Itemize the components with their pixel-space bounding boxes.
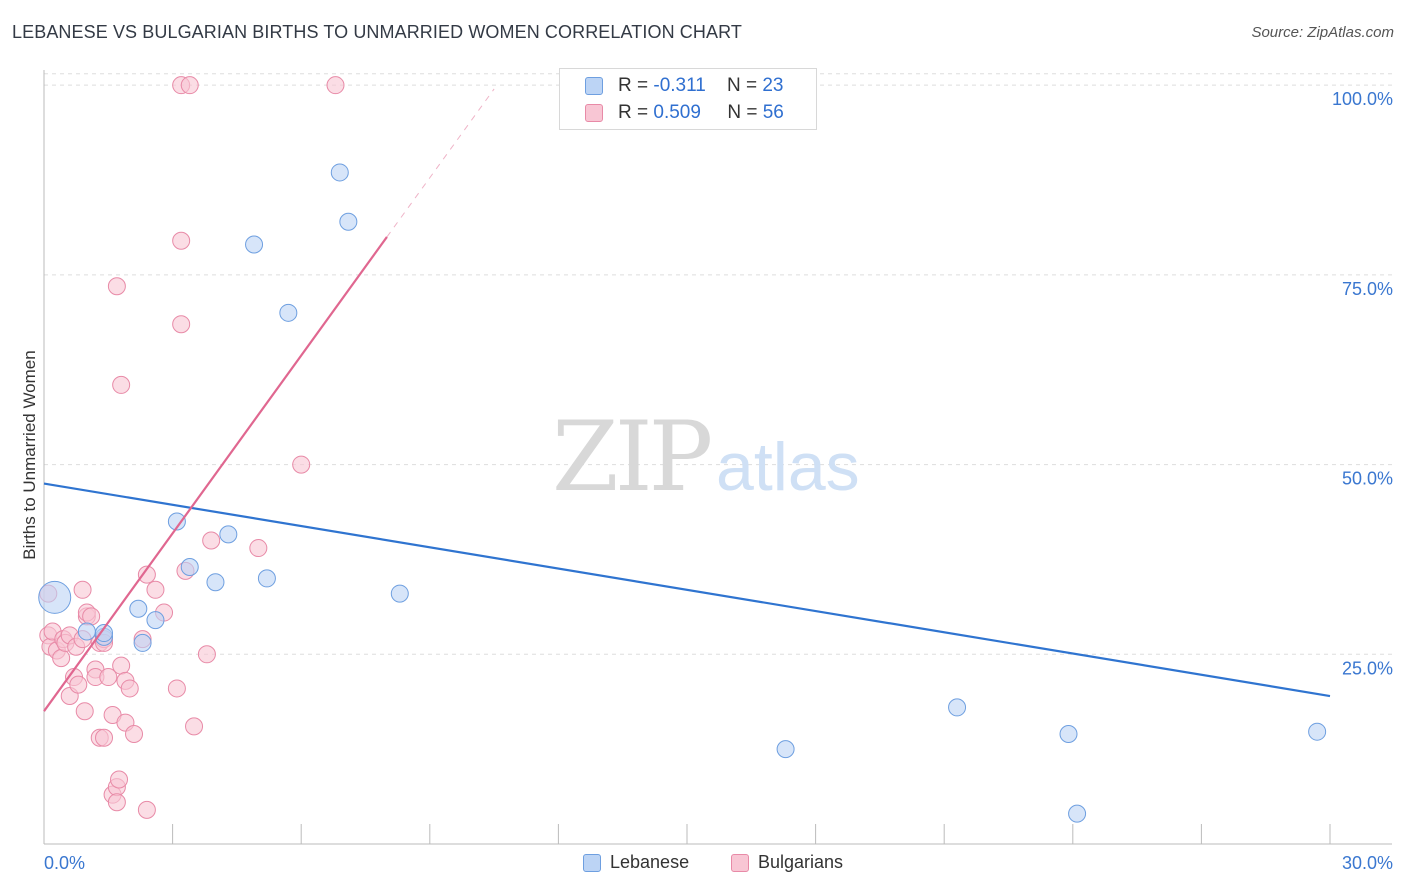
legend-n-label: N =	[726, 75, 763, 96]
point-bulgarian	[69, 675, 88, 694]
point-bulgarian	[52, 649, 71, 668]
trend-line-lebanese	[43, 482, 1331, 698]
point-bulgarian	[146, 580, 165, 599]
point-lebanese	[776, 740, 795, 759]
point-bulgarian	[75, 702, 94, 721]
point-bulgarian	[95, 728, 114, 747]
watermark-zip: ZIP	[552, 401, 711, 513]
point-lebanese	[146, 611, 165, 630]
point-bulgarian	[167, 679, 186, 698]
point-bulgarian	[110, 770, 129, 789]
legend-swatch-lebanese	[585, 77, 603, 95]
y-tick-label: 25.0%	[1342, 658, 1393, 678]
point-bulgarian	[197, 645, 216, 664]
point-lebanese	[95, 624, 114, 643]
point-lebanese	[77, 622, 96, 641]
point-bulgarian	[137, 565, 156, 584]
y-tick-label: 75.0%	[1342, 279, 1393, 299]
y-tick-label: 100.0%	[1332, 89, 1393, 109]
series-name-bulgarians: Bulgarians	[758, 852, 844, 872]
point-lebanese	[245, 235, 264, 254]
point-bulgarian	[202, 531, 221, 550]
point-lebanese	[180, 558, 199, 577]
series-legend-lebanese[interactable]: Lebanese	[583, 852, 689, 873]
point-lebanese	[219, 525, 238, 544]
legend-r-label: R =	[618, 102, 654, 123]
legend-n-value-lebanese: 23	[762, 75, 784, 96]
point-lebanese	[390, 584, 409, 603]
point-lebanese	[167, 512, 186, 531]
series-legend: Lebanese Bulgarians	[0, 852, 1406, 876]
legend-swatch-lebanese	[583, 853, 601, 872]
point-bulgarian	[249, 539, 268, 558]
series-legend-bulgarians[interactable]: Bulgarians	[731, 852, 843, 873]
point-bulgarian	[112, 375, 131, 394]
point-lebanese	[279, 303, 298, 322]
trend-line-bulgarians-extension	[386, 88, 495, 238]
point-bulgarian	[120, 679, 139, 698]
series-name-lebanese: Lebanese	[610, 852, 690, 872]
correlation-legend: R = -0.311 N = 23 R = 0.509 N = 56	[559, 68, 817, 130]
point-bulgarian	[125, 724, 144, 743]
trend-line-bulgarians	[43, 236, 388, 712]
point-bulgarian	[185, 717, 204, 736]
watermark-atlas: atlas	[716, 429, 860, 505]
point-bulgarian	[172, 231, 191, 250]
point-lebanese	[38, 580, 72, 614]
point-lebanese	[948, 698, 967, 717]
point-bulgarian	[73, 580, 92, 599]
legend-n-label: N =	[727, 102, 763, 123]
point-bulgarian	[326, 76, 345, 95]
legend-r-value-bulgarians: 0.509	[653, 102, 701, 123]
point-lebanese	[129, 599, 148, 618]
legend-r-label: R =	[618, 75, 654, 96]
point-bulgarian	[112, 656, 131, 675]
point-lebanese	[257, 569, 276, 588]
chart-title: LEBANESE VS BULGARIAN BIRTHS TO UNMARRIE…	[12, 22, 742, 42]
point-bulgarian	[180, 76, 199, 95]
point-bulgarian	[107, 277, 126, 296]
y-tick-label: 50.0%	[1342, 469, 1393, 489]
point-bulgarian	[107, 793, 126, 812]
x-tick-label-min: 0.0%	[44, 853, 85, 873]
legend-swatch-bulgarians	[731, 853, 749, 872]
point-bulgarian	[99, 668, 118, 687]
source-credit: Source: ZipAtlas.com	[1251, 24, 1394, 41]
point-lebanese	[1308, 722, 1327, 741]
point-bulgarian	[292, 455, 311, 474]
point-lebanese	[133, 633, 152, 652]
x-tick-label-max: 30.0%	[1342, 853, 1393, 873]
point-lebanese	[1068, 804, 1087, 823]
point-bulgarian	[172, 315, 191, 334]
point-lebanese	[1059, 724, 1078, 743]
point-lebanese	[330, 163, 349, 182]
point-lebanese	[339, 212, 358, 231]
point-bulgarian	[82, 607, 101, 626]
legend-r-value-lebanese: -0.311	[653, 75, 706, 96]
point-lebanese	[206, 573, 225, 592]
point-bulgarian	[137, 800, 156, 819]
legend-n-value-bulgarians: 56	[762, 102, 784, 123]
legend-swatch-bulgarians	[585, 104, 603, 122]
